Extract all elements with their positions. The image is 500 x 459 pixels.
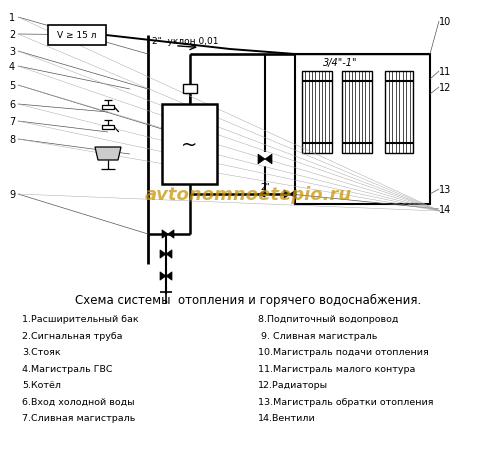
Text: 2"  уклон 0,01: 2" уклон 0,01 — [152, 38, 218, 46]
Polygon shape — [166, 250, 172, 258]
Bar — [102, 125, 114, 130]
Polygon shape — [168, 230, 174, 239]
Polygon shape — [160, 272, 166, 280]
Text: 5.Котёл: 5.Котёл — [22, 381, 61, 390]
Bar — [302, 72, 332, 154]
Text: 11: 11 — [439, 67, 451, 77]
Text: 9: 9 — [9, 190, 15, 200]
Text: 12.Радиаторы: 12.Радиаторы — [258, 381, 328, 390]
Polygon shape — [160, 250, 166, 258]
Text: 2.Сигнальная труба: 2.Сигнальная труба — [22, 331, 122, 340]
Bar — [295, 55, 430, 205]
Text: 14.Вентили: 14.Вентили — [258, 414, 316, 423]
Text: 8.Подпиточный водопровод: 8.Подпиточный водопровод — [258, 315, 398, 324]
Text: 13.Магистраль обратки отопления: 13.Магистраль обратки отопления — [258, 397, 434, 406]
Text: 1.Расширительный бак: 1.Расширительный бак — [22, 315, 138, 324]
Text: 3.Стояк: 3.Стояк — [22, 348, 60, 357]
Text: 2: 2 — [9, 30, 15, 40]
Text: 12: 12 — [439, 83, 451, 93]
Text: 13: 13 — [439, 185, 451, 195]
Text: 3: 3 — [9, 47, 15, 57]
Polygon shape — [95, 148, 121, 161]
Text: 1: 1 — [9, 13, 15, 23]
Text: 14: 14 — [439, 205, 451, 214]
Bar — [162, 105, 217, 185]
Bar — [342, 72, 372, 154]
Text: 3/4"-1": 3/4"-1" — [323, 58, 357, 68]
Text: 4.Магистраль ГВС: 4.Магистраль ГВС — [22, 364, 112, 373]
Text: 2": 2" — [260, 183, 270, 192]
Polygon shape — [284, 190, 290, 199]
Text: 7.Сливная магистраль: 7.Сливная магистраль — [22, 414, 136, 423]
Bar — [385, 72, 413, 154]
Text: V ≥ 15 л: V ≥ 15 л — [58, 31, 97, 40]
Text: 5: 5 — [9, 81, 15, 91]
Text: 8: 8 — [9, 134, 15, 145]
Text: avtonomnoetepio.ru: avtonomnoetepio.ru — [144, 185, 352, 203]
Polygon shape — [166, 272, 172, 280]
Text: 10: 10 — [439, 17, 451, 27]
Polygon shape — [162, 230, 168, 239]
Text: 7: 7 — [9, 117, 15, 127]
Text: 11.Магистраль малого контура: 11.Магистраль малого контура — [258, 364, 416, 373]
Text: 9. Сливная магистраль: 9. Сливная магистраль — [258, 331, 378, 340]
Bar — [102, 106, 114, 110]
Text: ~: ~ — [182, 135, 198, 154]
Bar — [48, 26, 106, 46]
Polygon shape — [290, 190, 296, 199]
Text: Схема системы  отопления и горячего водоснабжения.: Схема системы отопления и горячего водос… — [75, 293, 421, 306]
Text: 6: 6 — [9, 100, 15, 110]
Text: 6.Вход холодной воды: 6.Вход холодной воды — [22, 397, 134, 406]
Text: 10.Магистраль подачи отопления: 10.Магистраль подачи отопления — [258, 348, 429, 357]
Polygon shape — [258, 155, 265, 164]
Bar — [182, 85, 196, 94]
Polygon shape — [265, 155, 272, 164]
Text: 4: 4 — [9, 62, 15, 72]
